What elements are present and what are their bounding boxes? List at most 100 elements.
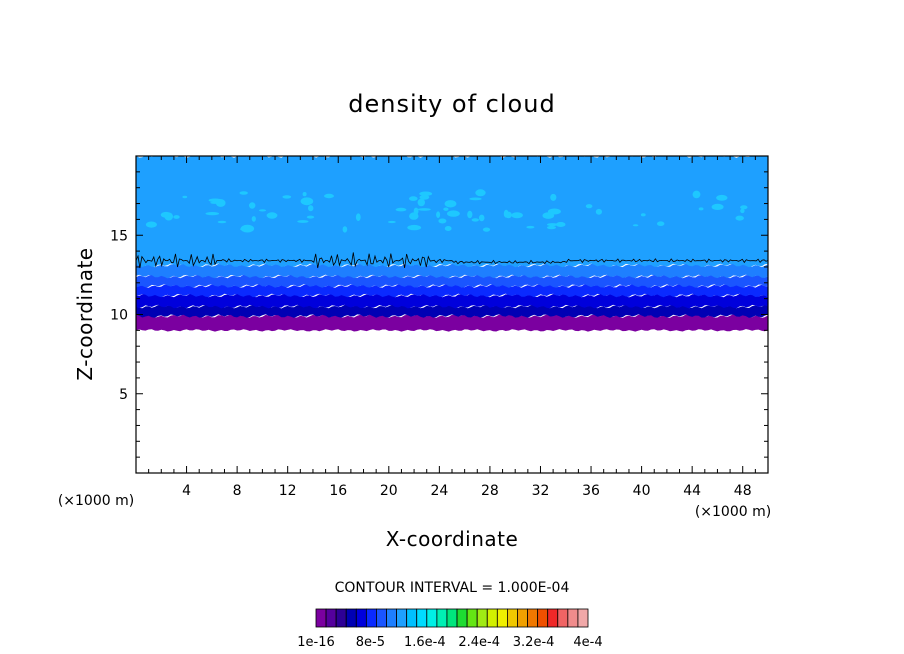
- cloud-speckle: [478, 214, 485, 222]
- cloud-speckle: [475, 189, 486, 197]
- colorbar-swatch: [416, 608, 428, 628]
- colorbar-swatch: [325, 608, 337, 628]
- cloud-speckle: [585, 204, 593, 209]
- cloud-speckle: [164, 212, 173, 221]
- cloud-speckle: [503, 209, 509, 218]
- cloud-speckle: [711, 203, 724, 210]
- cloud-speckle: [443, 207, 449, 211]
- colorbar-swatch: [537, 608, 549, 628]
- colorbar-swatch: [376, 608, 387, 628]
- cloud-speckle: [547, 223, 558, 227]
- colorbar-label: 1.6e-4: [404, 635, 446, 650]
- colorbar-swatch: [527, 608, 539, 628]
- contour-band: [136, 293, 768, 309]
- cloud-speckle: [217, 220, 227, 224]
- cloud-speckle: [342, 226, 348, 233]
- cloud-speckle: [205, 212, 220, 216]
- colorbar-swatch: [386, 608, 397, 628]
- cloud-speckle: [417, 208, 431, 211]
- cloud-speckle: [302, 192, 307, 197]
- cloud-speckle: [447, 210, 460, 217]
- x-axis: 4 8 12 16 20 24 28 32 36 40 44 48: [148, 156, 756, 499]
- y-tick-label: 15: [110, 228, 128, 244]
- x-tick-label: 20: [380, 483, 398, 499]
- x-tick-label: 44: [683, 483, 701, 499]
- cloud-speckle: [740, 208, 745, 214]
- y-tick-label: 5: [119, 387, 128, 403]
- cloud-speckle: [182, 195, 188, 199]
- cloud-speckle: [444, 226, 452, 231]
- cloud-speckle: [595, 208, 603, 215]
- x-tick-label: 36: [582, 483, 600, 499]
- colorbar-swatch: [345, 608, 357, 628]
- cloud-speckle: [240, 228, 246, 231]
- colorbar-swatch: [436, 608, 448, 628]
- colorbar-label: 8e-5: [356, 635, 385, 650]
- x-tick-label: 40: [633, 483, 651, 499]
- cloud-speckle: [526, 225, 535, 229]
- cloud-speckle: [258, 209, 267, 212]
- cloud-speckle: [240, 224, 255, 233]
- cloud-speckle: [632, 224, 639, 227]
- colorbar-labels: 1e-16 8e-5 1.6e-4 2.4e-4 3.2e-4 4e-4: [297, 635, 602, 650]
- cloud-speckle: [409, 212, 419, 220]
- y-tick-label: 10: [110, 308, 128, 324]
- cloud-speckle: [438, 218, 447, 224]
- cloud-speckle: [471, 218, 479, 222]
- cloud-speckle: [542, 212, 555, 219]
- y-axis-label: Z-coordinate: [73, 247, 97, 380]
- x-tick-label: 32: [532, 483, 550, 499]
- x-unit-left: (×1000 m): [58, 493, 134, 509]
- contour-interval: CONTOUR INTERVAL = 1.000E-04: [335, 580, 570, 596]
- cloud-speckle: [266, 212, 278, 219]
- colorbar-swatch: [496, 608, 508, 628]
- cloud-speckle: [436, 211, 441, 218]
- chart-title: density of cloud: [348, 90, 555, 118]
- cloud-speckle: [511, 212, 523, 219]
- contour-band: [136, 274, 768, 288]
- cloud-speckle: [419, 194, 430, 200]
- cloud-speckle: [444, 200, 457, 208]
- colorbar-swatch: [517, 608, 528, 628]
- cloud-speckle: [173, 215, 180, 219]
- cloud-speckle: [407, 224, 422, 231]
- cloud-speckle: [387, 220, 396, 224]
- cloud-speckle: [547, 225, 556, 230]
- cloud-speckle: [716, 194, 728, 201]
- colorbar: [315, 608, 589, 628]
- plot-area: [135, 155, 769, 474]
- cloud-speckle: [308, 205, 314, 212]
- y-axis: 5 10 15: [110, 171, 768, 458]
- colorbar-swatch: [486, 608, 498, 628]
- cloud-speckle: [297, 220, 309, 223]
- colorbar-swatch: [396, 608, 408, 628]
- colorbar-swatch: [476, 608, 488, 628]
- contour-band: [136, 284, 768, 298]
- cloud-speckle: [306, 215, 315, 219]
- colorbar-label: 4e-4: [573, 635, 602, 650]
- colorbar-swatch: [355, 608, 367, 628]
- colorbar-swatch: [315, 608, 327, 628]
- cloud-speckle: [555, 222, 566, 227]
- cloud-speckle: [409, 196, 418, 201]
- x-tick-label: 12: [279, 483, 297, 499]
- cloud-speckle: [467, 210, 473, 219]
- cloud-speckle: [550, 193, 557, 201]
- cloud-speckle: [282, 195, 292, 199]
- colorbar-label: 1e-16: [297, 635, 335, 650]
- cloud-speckle: [657, 221, 665, 226]
- cloud-speckle: [698, 207, 704, 211]
- colorbar-swatch: [547, 608, 559, 628]
- cloud-speckle: [417, 198, 425, 207]
- colorbar-swatch: [577, 608, 589, 628]
- cloud-speckle: [395, 207, 407, 212]
- cloud-speckle: [300, 197, 314, 206]
- colorbar-swatch: [507, 608, 518, 628]
- contour-band: [136, 314, 768, 332]
- cloud-speckle: [692, 190, 701, 199]
- contour-band: [136, 263, 768, 279]
- contour-band: [136, 304, 768, 318]
- x-tick-label: 8: [233, 483, 242, 499]
- x-axis-label: X-coordinate: [386, 527, 519, 551]
- cloud-speckle: [251, 216, 256, 222]
